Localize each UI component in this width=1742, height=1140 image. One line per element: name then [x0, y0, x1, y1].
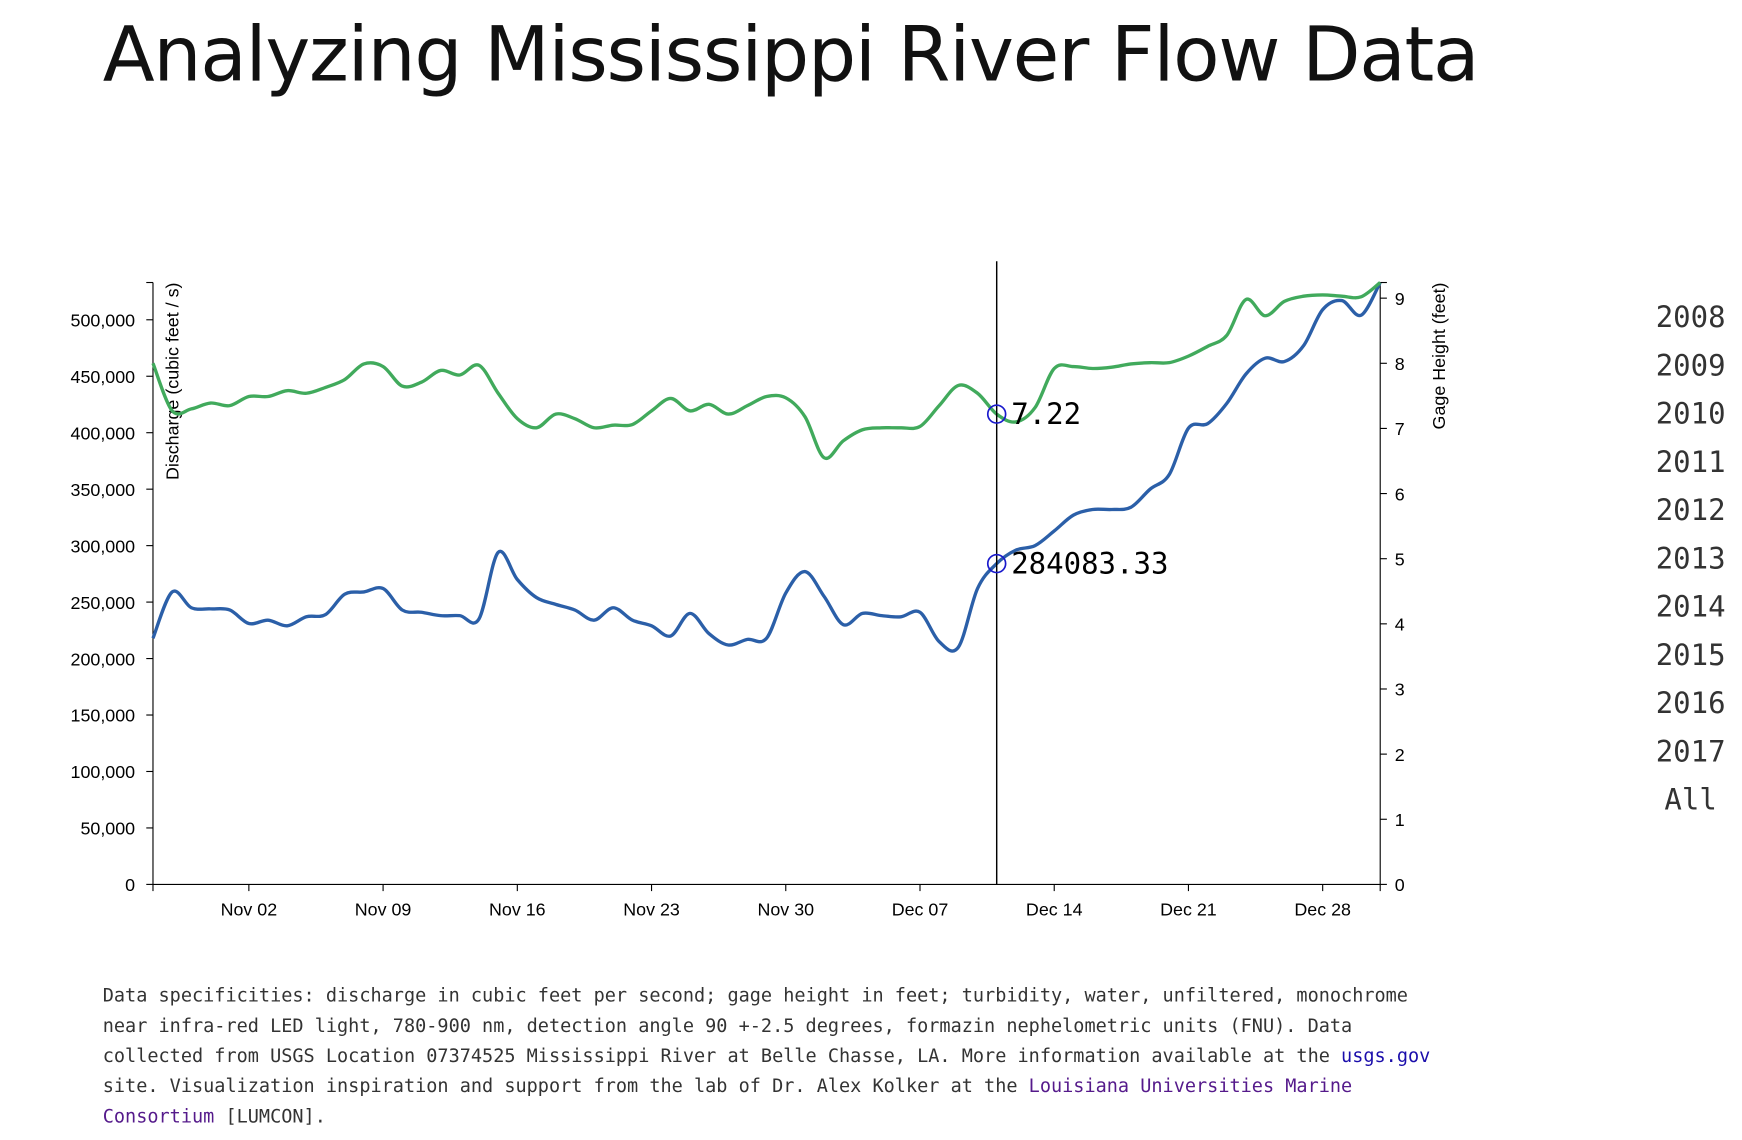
x-tick-label: Nov 16 — [489, 900, 546, 920]
hover-point — [986, 553, 1007, 574]
series-line — [151, 281, 1382, 460]
year-option[interactable]: 2015 — [1656, 638, 1726, 672]
y-tick-label: 300,000 — [71, 536, 136, 556]
year-option[interactable]: 2010 — [1656, 397, 1726, 431]
y-tick-label: 150,000 — [71, 706, 136, 726]
hover-point — [986, 404, 1007, 424]
x-tick-label: Dec 21 — [1160, 900, 1217, 920]
y-tick-label: 250,000 — [71, 593, 136, 613]
y2-axis-label: Gage Height (feet) — [1429, 283, 1449, 430]
footer-link[interactable]: Louisiana Universities Marine Consortium — [102, 1075, 1353, 1127]
y2-tick-label: 9 — [1395, 289, 1405, 309]
page-title: Analyzing Mississippi River Flow Data — [103, 10, 1480, 98]
footer-link[interactable]: usgs.gov — [1341, 1045, 1431, 1067]
y-tick-label: 0 — [125, 875, 135, 895]
y2-tick-label: 2 — [1395, 745, 1405, 765]
x-tick-label: Dec 28 — [1294, 900, 1351, 920]
y2-tick-label: 5 — [1395, 549, 1405, 569]
y2-tick-label: 8 — [1395, 354, 1405, 374]
y-axis-label: Discharge (cubic feet / s) — [163, 283, 183, 481]
year-option[interactable]: 2008 — [1656, 300, 1726, 334]
year-option[interactable]: 2016 — [1656, 686, 1726, 720]
x-tick-label: Nov 30 — [757, 900, 814, 920]
footer-text: site. Visualization inspiration and supp… — [102, 1075, 1029, 1097]
year-option[interactable]: All — [1664, 783, 1716, 817]
year-option[interactable]: 2011 — [1656, 445, 1726, 479]
y-tick-label: 100,000 — [71, 762, 136, 782]
chart: Analyzing Mississippi River Flow Data Di… — [71, 10, 1726, 920]
year-option[interactable]: 2009 — [1656, 348, 1726, 382]
x-tick-label: Nov 09 — [355, 900, 412, 920]
y-tick-label: 50,000 — [80, 819, 135, 839]
year-option[interactable]: 2014 — [1656, 590, 1726, 624]
footer-text: Data specificities: discharge in cubic f… — [102, 984, 1408, 1067]
hover-label: 7.22 — [1011, 397, 1081, 431]
hover-label: 284083.33 — [1011, 547, 1168, 581]
y-tick-label: 400,000 — [71, 423, 136, 443]
x-tick-label: Nov 23 — [623, 900, 680, 920]
x-tick-label: Dec 07 — [892, 900, 949, 920]
series-line — [151, 281, 1382, 653]
x-tick-label: Dec 14 — [1026, 900, 1083, 920]
footer: Data specificities: discharge in cubic f… — [103, 980, 1460, 1131]
year-option[interactable]: 2017 — [1656, 734, 1726, 768]
y2-tick-label: 1 — [1395, 810, 1405, 830]
y2-tick-label: 3 — [1395, 680, 1405, 700]
y-tick-label: 200,000 — [71, 649, 136, 669]
y-tick-label: 450,000 — [71, 367, 136, 387]
y-tick-label: 500,000 — [71, 310, 136, 330]
y2-tick-label: 6 — [1395, 484, 1405, 504]
y-tick-label: 350,000 — [71, 480, 136, 500]
year-option[interactable]: 2012 — [1656, 493, 1726, 527]
footer-text: [LUMCON]. — [214, 1105, 326, 1127]
x-tick-label: Nov 02 — [221, 900, 278, 920]
year-option[interactable]: 2013 — [1656, 541, 1726, 575]
y2-tick-label: 4 — [1395, 615, 1405, 635]
y2-tick-label: 0 — [1395, 875, 1405, 895]
y2-tick-label: 7 — [1395, 419, 1405, 439]
